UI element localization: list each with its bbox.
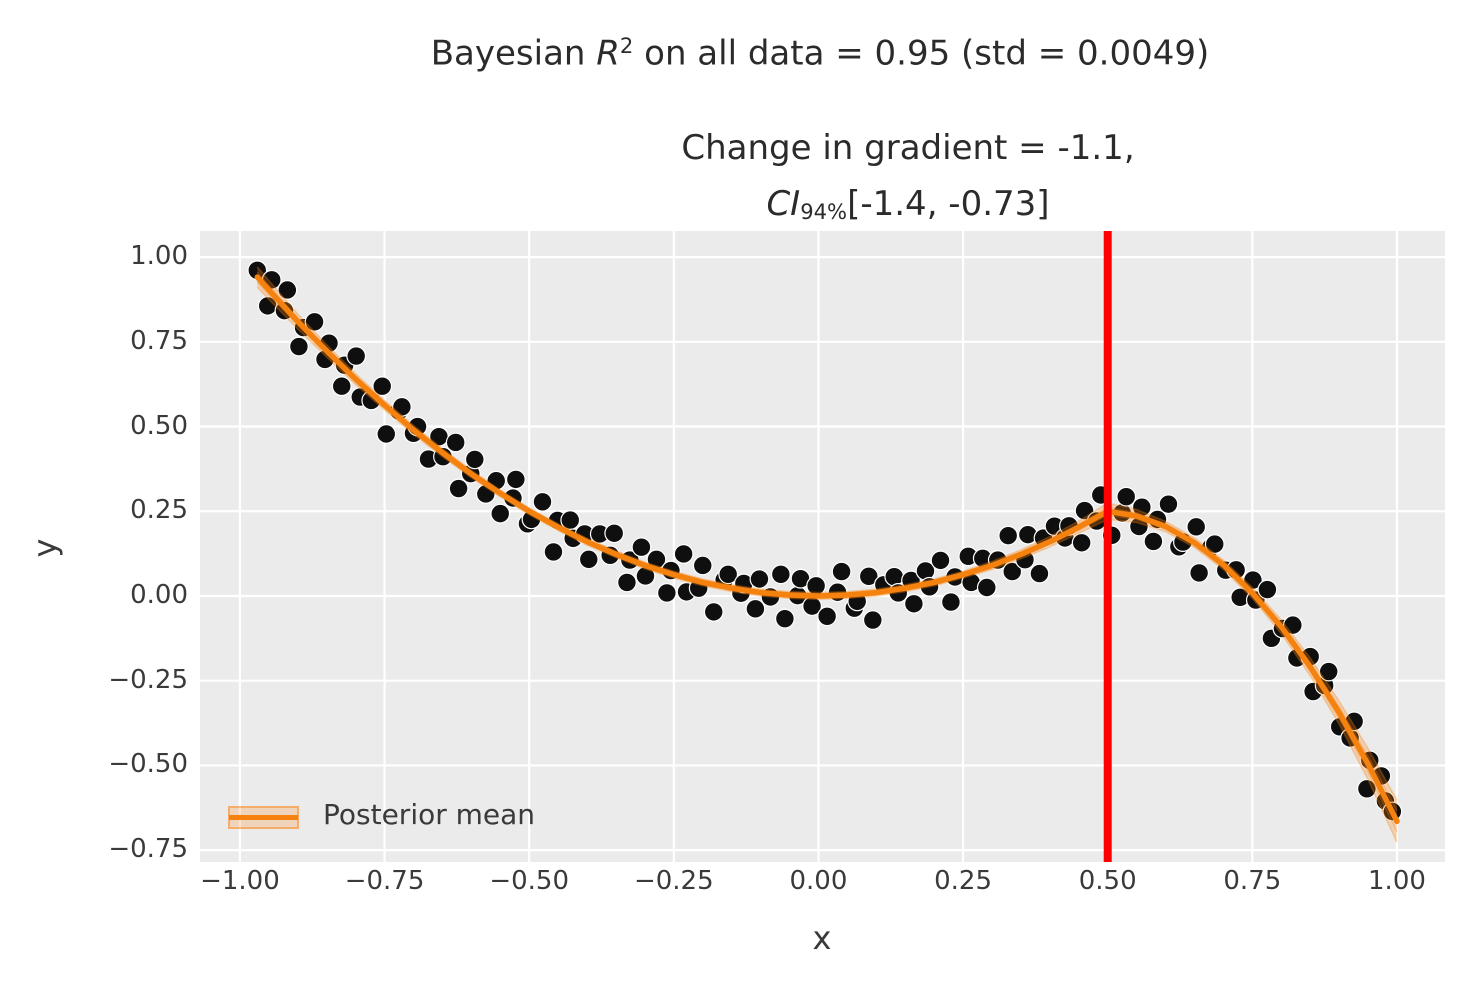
scatter-point [1189,563,1210,583]
scatter-point [745,598,766,619]
scatter-point [1158,494,1179,515]
scatter-point [543,542,564,562]
title-suffix: on all data = 0.95 (std = 0.0049) [633,33,1210,74]
scatter-point [346,346,367,366]
title-prefix: Bayesian [430,33,597,74]
scatter-point [464,449,485,470]
scatter-point [376,424,397,444]
x-tick-label: −0.25 [633,866,714,896]
title-superscript: 2 [619,33,634,58]
posterior-mean-line [254,274,1400,825]
scatter-point [631,537,652,558]
x-tick-label: 1.00 [1368,866,1426,896]
y-tick-label: 1.00 [130,241,188,272]
scatter-point [884,566,905,587]
scatter-point [673,544,694,564]
scatter-point [448,478,469,499]
posterior-draw-line [256,266,1398,801]
plot-background [200,231,1445,862]
scatter-point [490,503,511,524]
y-tick-label: −0.75 [108,834,188,865]
scatter-point [703,602,724,622]
scatter-point [372,376,393,397]
scatter-point [1257,579,1278,600]
x-tick-label: 0.00 [789,866,848,896]
scatter-point [692,555,713,576]
x-tick-label: −1.00 [200,866,280,896]
scatter-point [862,610,883,630]
ci-subscript: 94% [800,198,848,224]
scatter-point [718,564,739,585]
scatter-point [817,606,838,627]
y-tick-label: 0.00 [130,579,188,610]
scatter-point [1029,563,1050,584]
title-variable: R [596,33,620,74]
scatter-point [532,491,553,512]
scatter-point [277,280,298,300]
y-tick-label: 0.75 [130,325,188,356]
subtitle-line2: CI94%[-1.4, -0.73] [681,176,1134,240]
axes-subtitle: Change in gradient = -1.1, CI94%[-1.4, -… [681,120,1134,240]
y-tick-label: −0.25 [108,664,188,695]
ci-interval: [-1.4, -0.73] [847,184,1050,224]
x-tick-label: −0.50 [489,866,570,896]
scatter-point [998,525,1019,546]
ci-symbol: CI [766,184,801,224]
scatter-point [445,432,466,453]
scatter-point [976,577,997,598]
scatter-point [289,336,309,357]
scatter-point [1143,531,1164,552]
x-axis-label: x [812,919,832,957]
scatter-point [858,566,879,587]
scatter-point [392,396,412,417]
y-tick-label: 0.50 [130,410,188,441]
posterior-draw-line [256,286,1398,843]
scatter-point [930,550,951,571]
scatter-point [578,549,599,570]
scatter-point [749,569,770,589]
scatter-point [831,561,852,582]
scatter-point [904,593,924,614]
scatter-point [304,311,325,332]
scatter-point [941,592,961,612]
legend-label: Posterior mean [323,798,536,831]
x-tick-label: −0.75 [344,866,425,896]
scatter-point [1002,561,1023,582]
scatter-point [1116,486,1137,507]
scatter-point [1356,778,1377,799]
x-tick-label: 0.50 [1078,866,1137,896]
scatter-point [1282,615,1303,636]
scatter-point [774,608,795,629]
scatter-point [770,564,791,585]
scatter-point [617,572,637,593]
legend-band-swatch [228,806,299,829]
scatter-point [1243,570,1263,590]
x-tick-label: 0.25 [934,866,993,896]
scatter-point [656,583,677,603]
scatter-point [1204,534,1225,555]
figure-title: Bayesian R2 on all data = 0.95 (std = 0.… [431,24,1210,76]
y-axis-label: y [26,538,64,558]
scatter-point [505,469,526,490]
y-tick-label: −0.50 [108,749,188,780]
x-tick-label: 0.75 [1223,866,1282,896]
scatter-point [331,376,352,397]
legend-line-sample [229,815,298,820]
scatter-point [1071,532,1092,553]
scatter-point [1318,661,1339,682]
scatter-point [1186,516,1207,537]
y-tick-label: 0.25 [130,495,188,526]
subtitle-line1: Change in gradient = -1.1, [681,128,1135,168]
scatter-point [604,523,625,544]
